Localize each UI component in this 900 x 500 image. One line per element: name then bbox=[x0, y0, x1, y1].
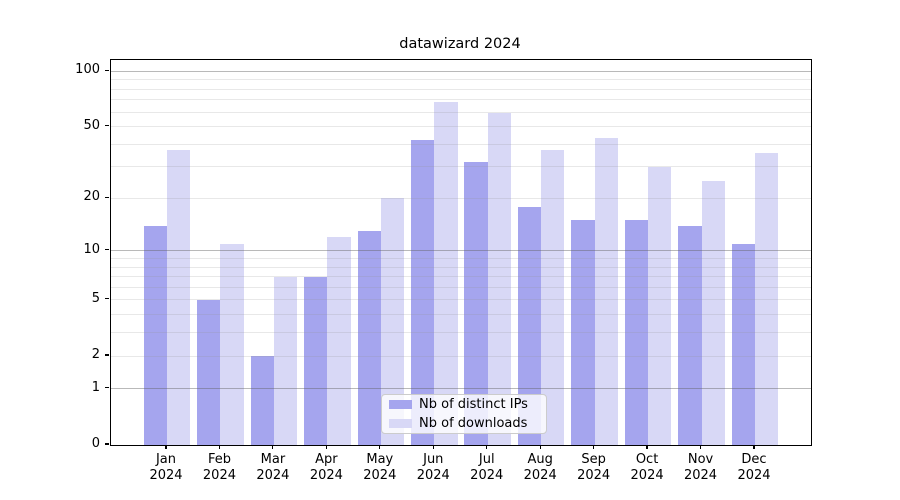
y-tick-label-100: 100 bbox=[75, 62, 100, 78]
gridline-9 bbox=[111, 257, 811, 259]
y-tick-label-50: 50 bbox=[83, 117, 100, 133]
y-tick-label-1: 1 bbox=[91, 379, 100, 395]
bar-downloads-nov bbox=[701, 181, 725, 445]
x-tick-mark-aug bbox=[539, 445, 541, 449]
x-tick-label-nov: Nov 2024 bbox=[683, 452, 718, 483]
bar-downloads-mar bbox=[273, 276, 298, 445]
plot-area: Nb of distinct IPs Nb of downloads bbox=[110, 59, 812, 446]
gridline-60 bbox=[111, 111, 811, 113]
legend-row-downloads: Nb of downloads bbox=[382, 416, 546, 432]
legend-swatch-downloads bbox=[389, 419, 412, 428]
y-tick-mark-0 bbox=[105, 443, 109, 445]
gridline-4 bbox=[111, 314, 811, 316]
gridline-70 bbox=[111, 99, 811, 101]
bar-distinct-ips-sep bbox=[571, 220, 595, 445]
gridline-40 bbox=[111, 143, 811, 145]
legend-row-distinct-ips: Nb of distinct IPs bbox=[382, 397, 546, 413]
legend: Nb of distinct IPs Nb of downloads bbox=[381, 394, 547, 434]
gridline-80 bbox=[111, 88, 811, 90]
gridline-1 bbox=[111, 388, 811, 390]
bar-distinct-ips-jun bbox=[410, 140, 435, 445]
y-tick-mark-2 bbox=[105, 354, 109, 356]
x-tick-label-jun: Jun 2024 bbox=[416, 452, 450, 483]
x-tick-label-aug: Aug 2024 bbox=[523, 452, 557, 483]
x-tick-label-apr: Apr 2024 bbox=[309, 452, 343, 483]
bar-distinct-ips-dec bbox=[731, 243, 755, 445]
x-tick-label-jan: Jan 2024 bbox=[149, 452, 183, 483]
y-tick-mark-100 bbox=[105, 69, 109, 71]
gridline-50 bbox=[111, 126, 811, 128]
y-tick-mark-50 bbox=[105, 124, 109, 127]
gridline-5 bbox=[111, 299, 811, 301]
legend-label-downloads: Nb of downloads bbox=[419, 416, 528, 431]
x-tick-label-dec: Dec 2024 bbox=[737, 452, 771, 483]
x-tick-mark-jul bbox=[486, 445, 488, 449]
bar-distinct-ips-feb bbox=[197, 299, 221, 445]
x-tick-mark-sep bbox=[593, 445, 595, 449]
bar-distinct-ips-jul bbox=[464, 161, 488, 445]
bar-downloads-jul bbox=[487, 113, 512, 445]
gridline-30 bbox=[111, 166, 811, 168]
x-tick-mark-may bbox=[379, 445, 381, 449]
legend-swatch-distinct-ips bbox=[389, 400, 412, 409]
y-tick-mark-1 bbox=[105, 387, 109, 389]
bar-downloads-sep bbox=[594, 138, 618, 445]
gridline-2 bbox=[111, 355, 811, 357]
x-tick-mark-jun bbox=[432, 445, 434, 449]
y-tick-label-10: 10 bbox=[83, 241, 100, 257]
bars-container bbox=[111, 60, 811, 445]
chart-title: datawizard 2024 bbox=[399, 36, 521, 52]
y-tick-label-2: 2 bbox=[91, 347, 100, 362]
y-tick-mark-20 bbox=[105, 196, 109, 198]
bar-downloads-jan bbox=[167, 150, 191, 445]
bar-downloads-apr bbox=[327, 237, 351, 445]
bar-distinct-ips-mar bbox=[250, 356, 274, 445]
y-tick-mark-10 bbox=[105, 249, 109, 251]
bar-downloads-jun bbox=[434, 102, 458, 445]
x-tick-mark-apr bbox=[325, 445, 327, 449]
x-tick-label-mar: Mar 2024 bbox=[256, 452, 290, 483]
gridline-3 bbox=[111, 332, 811, 334]
y-tick-label-0: 0 bbox=[91, 436, 100, 451]
y-tick-label-20: 20 bbox=[83, 189, 100, 205]
bar-downloads-dec bbox=[755, 152, 779, 445]
gridline-20 bbox=[111, 197, 811, 199]
gridline-7 bbox=[111, 276, 811, 278]
x-tick-mark-mar bbox=[272, 445, 274, 449]
x-tick-mark-jan bbox=[165, 445, 167, 449]
bar-distinct-ips-jan bbox=[143, 225, 167, 445]
bar-distinct-ips-aug bbox=[517, 206, 542, 445]
bar-downloads-oct bbox=[648, 166, 672, 445]
gridline-100 bbox=[111, 70, 811, 72]
x-tick-mark-dec bbox=[753, 445, 755, 449]
y-tick-label-5: 5 bbox=[91, 290, 100, 306]
bar-distinct-ips-may bbox=[357, 231, 381, 445]
bar-downloads-may bbox=[380, 198, 405, 445]
gridline-8 bbox=[111, 266, 811, 268]
x-tick-label-may: May 2024 bbox=[363, 452, 397, 483]
x-tick-mark-feb bbox=[218, 445, 221, 449]
bar-distinct-ips-apr bbox=[304, 276, 328, 445]
x-tick-mark-nov bbox=[699, 445, 702, 449]
gridline-90 bbox=[111, 79, 811, 81]
bar-distinct-ips-nov bbox=[678, 225, 702, 445]
x-tick-label-jul: Jul 2024 bbox=[470, 452, 504, 483]
x-tick-label-feb: Feb 2024 bbox=[202, 452, 236, 483]
gridlines-container bbox=[111, 60, 811, 445]
x-tick-label-sep: Sep 2024 bbox=[577, 452, 611, 483]
bar-downloads-feb bbox=[220, 243, 244, 445]
bar-distinct-ips-oct bbox=[624, 220, 649, 445]
legend-label-distinct-ips: Nb of distinct IPs bbox=[419, 397, 528, 412]
x-tick-mark-oct bbox=[646, 445, 648, 449]
bar-downloads-aug bbox=[541, 150, 565, 445]
y-tick-mark-5 bbox=[105, 298, 109, 300]
gridline-6 bbox=[111, 286, 811, 288]
gridline-10 bbox=[111, 250, 811, 252]
x-tick-label-oct: Oct 2024 bbox=[630, 452, 664, 483]
